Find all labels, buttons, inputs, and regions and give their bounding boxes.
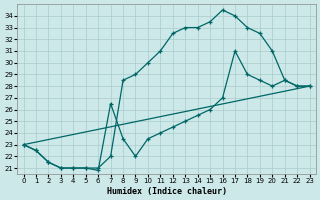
X-axis label: Humidex (Indice chaleur): Humidex (Indice chaleur) bbox=[107, 187, 227, 196]
